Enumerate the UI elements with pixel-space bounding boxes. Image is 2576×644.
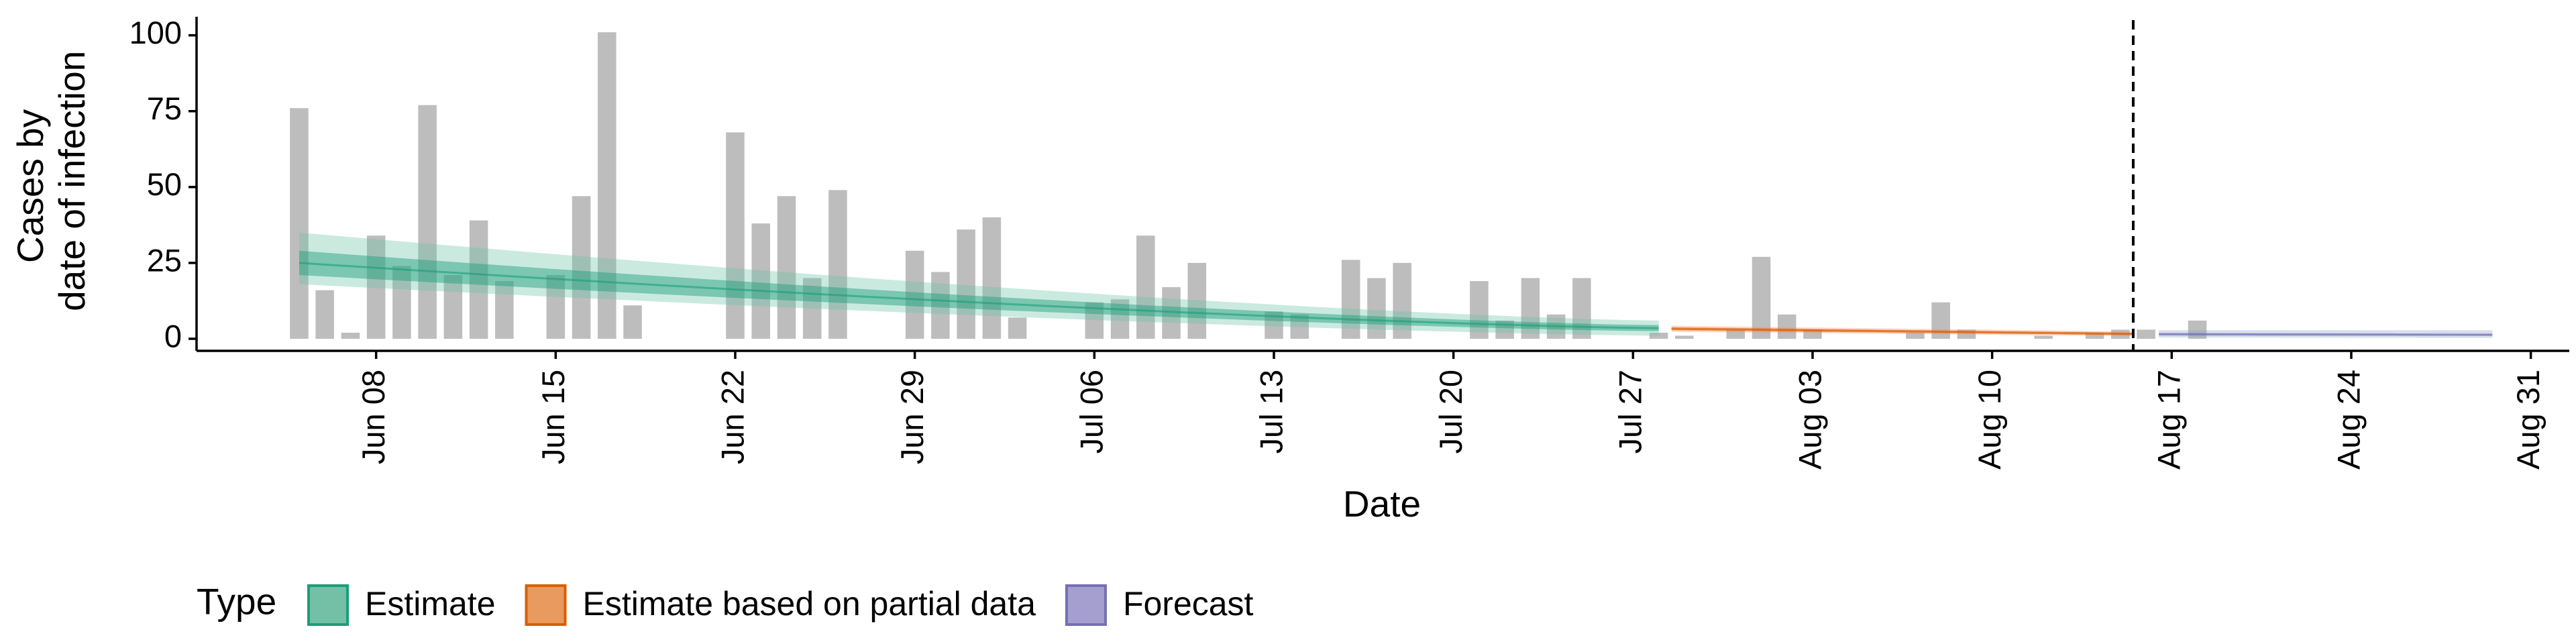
y-tick-label: 100 xyxy=(129,15,182,50)
case-bar xyxy=(469,220,488,339)
case-bar xyxy=(1393,262,1411,339)
case-bar xyxy=(982,217,1002,339)
ribbon-outer xyxy=(299,232,1659,336)
case-bar xyxy=(290,108,309,339)
case-bar xyxy=(1777,314,1796,339)
case-bar xyxy=(1521,278,1540,339)
x-tick-label: Jul 27 xyxy=(1613,370,1648,453)
case-bar xyxy=(623,305,642,339)
ribbons-layer xyxy=(299,232,2493,338)
case-bar xyxy=(1008,317,1027,339)
case-bar xyxy=(366,235,386,339)
ribbon-median xyxy=(1671,327,2134,335)
case-bar xyxy=(598,32,616,339)
y-tick-label: 0 xyxy=(164,318,182,354)
case-bar xyxy=(1367,278,1386,339)
x-axis-ticks: Jun 08 Jun 15 Jun 22 Jun 29 Jul 06 Jul 13 Jul … xyxy=(356,351,2546,470)
ribbon-median xyxy=(299,262,1659,329)
case-bar xyxy=(1803,329,1822,339)
case-bar xyxy=(1341,260,1360,339)
case-bar xyxy=(315,290,334,339)
x-tick-label: Jun 15 xyxy=(535,370,571,464)
case-bar xyxy=(546,275,566,339)
x-tick-label: Jun 08 xyxy=(356,370,391,464)
case-bar xyxy=(2188,320,2207,339)
legend-key xyxy=(525,584,567,626)
case-bar xyxy=(1752,256,1771,339)
x-tick-label: Aug 24 xyxy=(2330,370,2366,470)
x-tick-label: Aug 17 xyxy=(2151,370,2187,470)
y-axis-title-line-1: Cases by xyxy=(9,109,51,263)
legend-entries: Estimate Estimate based on partial data Fo… xyxy=(307,584,1254,626)
case-bar xyxy=(726,132,745,339)
x-axis-title: Date xyxy=(1343,483,1421,525)
case-bar xyxy=(1110,299,1130,339)
case-bar xyxy=(443,275,463,339)
case-bar xyxy=(392,266,411,339)
case-bar xyxy=(751,223,770,339)
case-bar xyxy=(1470,281,1489,339)
case-bar xyxy=(931,272,950,339)
legend-key xyxy=(307,584,349,626)
case-bar xyxy=(572,196,591,339)
case-bar xyxy=(2137,329,2155,339)
case-bar xyxy=(1187,262,1207,339)
y-axis-title: Cases by date of infection xyxy=(9,51,93,311)
case-bar xyxy=(802,278,822,339)
case-bar xyxy=(1649,332,1668,339)
y-axis-ticks: 0 25 50 75 100 xyxy=(129,15,197,354)
case-bar xyxy=(777,196,796,339)
legend-key xyxy=(1065,584,1107,626)
y-axis-title-line-2: date of infection xyxy=(51,51,93,311)
case-bar xyxy=(1906,332,1925,339)
ribbon-inner xyxy=(299,250,1659,331)
case-bar xyxy=(495,281,514,339)
case-bar xyxy=(905,250,924,339)
x-tick-label: Jul 13 xyxy=(1253,370,1289,453)
legend-label: Estimate xyxy=(365,585,496,623)
case-bar xyxy=(1726,329,1746,339)
y-tick-label: 75 xyxy=(147,91,182,126)
x-tick-label: Jun 29 xyxy=(894,370,930,464)
case-bar xyxy=(418,105,437,339)
case-bar xyxy=(1572,278,1591,339)
legend-title: Type xyxy=(197,581,276,623)
ribbon-median xyxy=(2159,333,2493,336)
y-tick-label: 25 xyxy=(147,242,182,278)
case-bar xyxy=(1136,235,1155,339)
x-tick-label: Aug 03 xyxy=(1792,370,1827,470)
case-bar xyxy=(2085,332,2104,339)
case-bar xyxy=(957,229,975,339)
y-tick-label: 50 xyxy=(147,166,182,202)
x-tick-label: Jun 22 xyxy=(714,370,750,464)
case-bar xyxy=(2034,335,2053,339)
case-bar xyxy=(1675,335,1694,339)
x-tick-label: Aug 31 xyxy=(2510,370,2546,470)
legend-label: Forecast xyxy=(1123,585,1254,623)
bars-layer xyxy=(290,32,2207,339)
x-tick-label: Jul 06 xyxy=(1074,370,1110,453)
case-bar xyxy=(341,332,360,339)
legend: Type Estimate Estimate based on partial d… xyxy=(197,581,1254,626)
legend-label: Estimate based on partial data xyxy=(583,585,1036,623)
x-tick-label: Jul 20 xyxy=(1433,370,1468,453)
case-bar xyxy=(828,190,847,339)
x-tick-label: Aug 10 xyxy=(1972,370,2007,470)
